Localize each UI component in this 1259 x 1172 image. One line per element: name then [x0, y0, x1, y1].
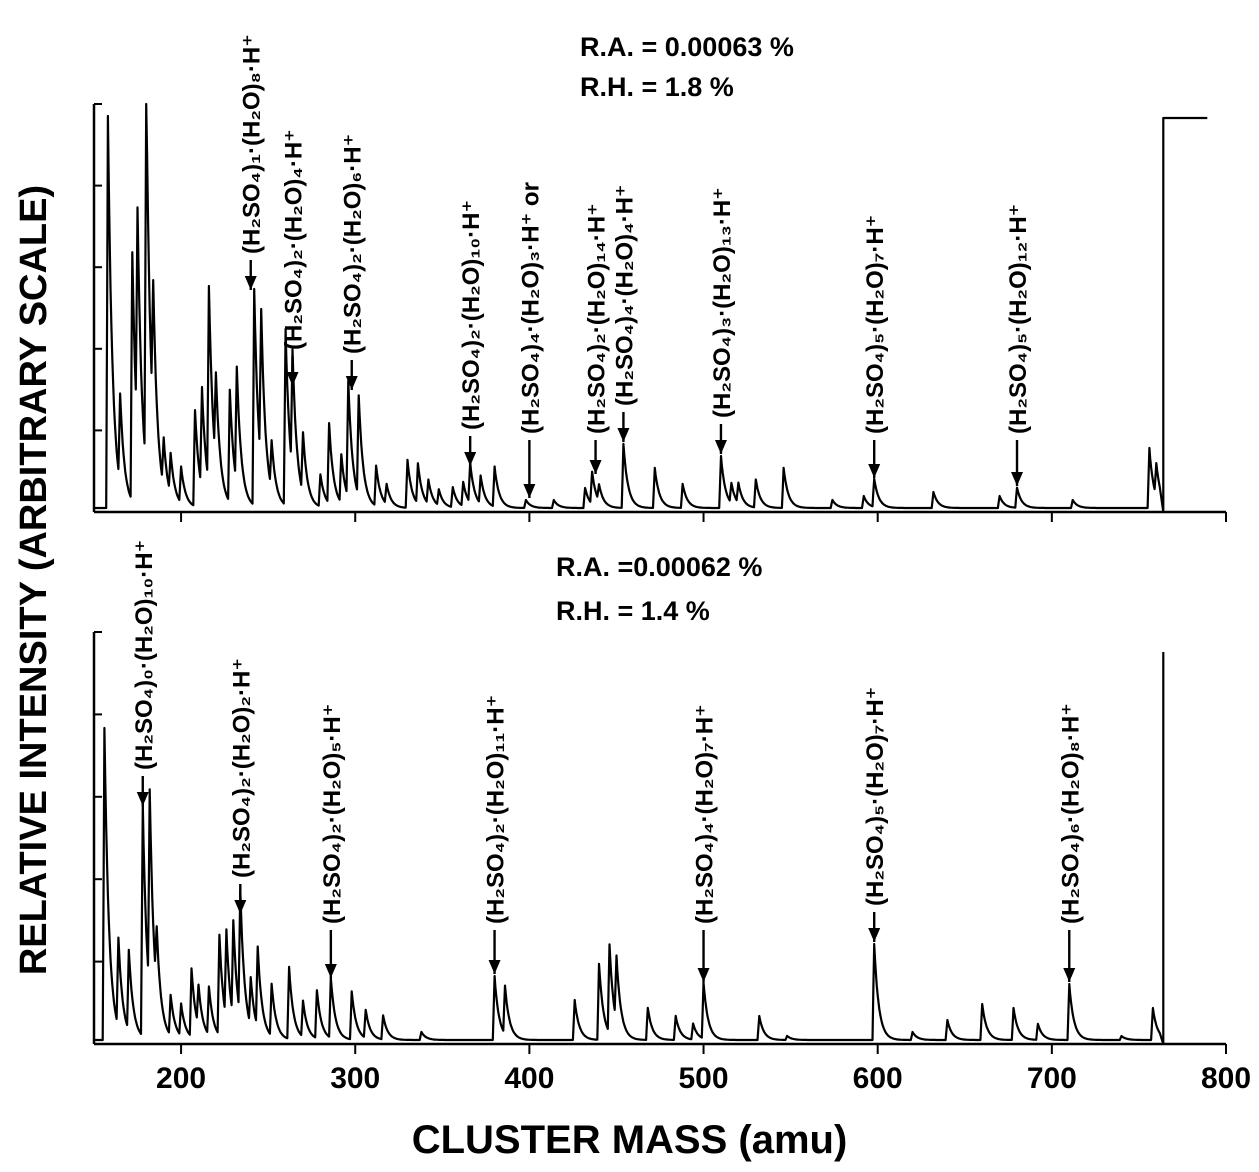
peak-arrowhead	[868, 464, 881, 478]
peak-label: (H₂SO₄)₆·(H₂O)₈·H⁺	[1057, 703, 1084, 924]
peak-arrowhead	[286, 372, 299, 386]
peak-label: (H₂SO₄)₂·(H₂O)₁₄·H⁺	[584, 203, 611, 434]
peak-arrowhead	[1063, 968, 1076, 982]
peak-arrowhead	[617, 428, 630, 442]
x-tick-label: 600	[853, 1062, 903, 1095]
peak-label: (H₂SO₄)₂·(H₂O)₆·H⁺	[340, 134, 367, 354]
spectrum-line	[93, 652, 1165, 1046]
peak-label: (H₂SO₄)₁·(H₂O)₈·H⁺	[239, 34, 266, 254]
peak-label: (H₂SO₄)₄·(H₂O)₄·H⁺	[611, 184, 638, 406]
top-rh-condition: R.H. = 1.8 %	[580, 72, 734, 102]
x-tick-label: 400	[504, 1062, 554, 1095]
x-tick-label: 300	[330, 1062, 380, 1095]
peak-arrowhead	[714, 440, 727, 454]
peak-arrowhead	[589, 460, 602, 474]
bottom-ra-condition: R.A. =0.00062 %	[556, 552, 763, 582]
peak-arrowhead	[324, 964, 337, 978]
peak-arrowhead	[868, 928, 881, 942]
y-axis-label-container: RELATIVE INTENSITY (ARBITRARY SCALE)	[13, 185, 55, 975]
top-spectrum-panel: (H₂SO₄)₁·(H₂O)₈·H⁺ (H₂SO₄)₂·(H₂O)₄·H⁺ (H₂S…	[92, 34, 1227, 522]
x-tick-label: 500	[679, 1062, 729, 1095]
peak-arrowhead	[488, 960, 501, 974]
peak-label: (H₂SO₄)₂·(H₂O)₁₀·H⁺	[458, 200, 485, 430]
peak-arrowhead	[244, 276, 257, 290]
peak-label: (H₂SO₄)₂·(H₂O)₂·H⁺	[228, 658, 255, 878]
y-axis-label: RELATIVE INTENSITY (ARBITRARY SCALE)	[13, 185, 55, 975]
peak-arrowhead	[464, 452, 477, 466]
x-axis-label: CLUSTER MASS (amu)	[411, 1118, 848, 1162]
peak-label: (H₂SO₄)₄·(H₂O)₇·H⁺	[692, 704, 719, 924]
top-ra-condition: R.A. = 0.00063 %	[580, 32, 794, 62]
spectrum-line	[93, 102, 1208, 514]
peak-arrowhead	[523, 484, 536, 498]
peak-arrowhead	[1011, 472, 1024, 486]
peak-label: (H₂SO₄)₂·(H₂O)₄·H⁺	[281, 129, 308, 350]
peak-label: (H₂SO₄)₀·(H₂O)₁₀·H⁺	[131, 540, 158, 770]
peak-label: (H₂SO₄)₂·(H₂O)₅·H⁺	[319, 704, 346, 924]
peak-arrowhead	[345, 376, 358, 390]
x-tick-label: 200	[156, 1062, 206, 1095]
peak-label: (H₂SO₄)₅·(H₂O)₇·H⁺	[862, 687, 889, 906]
peak-arrowhead	[136, 792, 149, 806]
bottom-spectrum-panel: 200 300 400 500 600 700 800 (H₂SO₄)₀·(H₂O)₁₀·H⁺…	[92, 540, 1251, 1095]
peak-arrowhead	[697, 968, 710, 982]
x-tick-label: 700	[1027, 1062, 1077, 1095]
x-tick-label: 800	[1201, 1062, 1251, 1095]
peak-label: (H₂SO₄)₃·(H₂O)₁₃·H⁺	[709, 187, 736, 418]
peak-label: (H₂SO₄)₅·(H₂O)₁₂·H⁺	[1005, 204, 1032, 434]
peak-arrowhead	[234, 900, 247, 914]
bottom-rh-condition: R.H. = 1.4 %	[556, 596, 710, 626]
peak-label: (H₂SO₄)₅·(H₂O)₇·H⁺	[862, 215, 889, 434]
peak-label: (H₂SO₄)₄·(H₂O)₃·H⁺ or	[517, 182, 544, 434]
peak-label: (H₂SO₄)₂·(H₂O)₁₁·H⁺	[483, 695, 510, 924]
